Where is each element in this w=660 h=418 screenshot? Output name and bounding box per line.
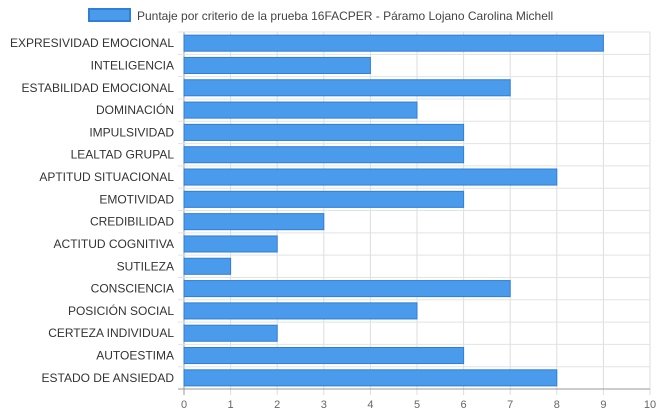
- category-label: CONSCIENCIA: [91, 282, 174, 296]
- x-tick-label: 2: [274, 399, 280, 411]
- bar[interactable]: [183, 346, 465, 365]
- legend-swatch[interactable]: [88, 8, 131, 22]
- x-tick-label: 8: [554, 399, 560, 411]
- category-label: LEALTAD GRUPAL: [71, 148, 175, 162]
- x-tick-label: 7: [507, 399, 513, 411]
- x-tick-label: 10: [644, 399, 656, 411]
- x-tick-label: 0: [181, 399, 187, 411]
- x-tick-label: 6: [461, 399, 467, 411]
- bar[interactable]: [183, 235, 278, 253]
- bars: [183, 34, 604, 387]
- bar[interactable]: [183, 79, 511, 97]
- bar[interactable]: [183, 123, 465, 141]
- category-label: ESTADO DE ANSIEDAD: [42, 371, 175, 385]
- bar[interactable]: [183, 324, 278, 342]
- bar[interactable]: [183, 190, 465, 208]
- category-label: APTITUD SITUACIONAL: [39, 170, 174, 184]
- category-label: POSICIÓN SOCIAL: [68, 303, 174, 318]
- category-labels: EXPRESIVIDAD EMOCIONAL INTELIGENCIA ESTABI…: [10, 36, 174, 385]
- x-tick-label: 9: [600, 399, 606, 411]
- category-label: INTELIGENCIA: [91, 58, 174, 72]
- category-label: CREDIBILIDAD: [90, 215, 174, 229]
- bar[interactable]: [183, 168, 558, 186]
- category-label: CERTEZA INDIVIDUAL: [48, 326, 174, 340]
- x-axis-ticks: 0 1 2 3 4 5 6 7 8 9 10: [181, 399, 656, 411]
- x-tick-label: 5: [414, 399, 420, 411]
- legend-label[interactable]: Puntaje por criterio de la prueba 16FACP…: [137, 9, 553, 23]
- bar[interactable]: [183, 34, 604, 52]
- bar[interactable]: [183, 280, 511, 298]
- bar[interactable]: [183, 302, 418, 320]
- bar[interactable]: [183, 146, 465, 164]
- bar[interactable]: [183, 369, 558, 387]
- category-label: AUTOESTIMA: [96, 349, 174, 363]
- x-tick-label: 3: [321, 399, 327, 411]
- x-tick-label: 4: [367, 399, 373, 411]
- bar[interactable]: [183, 56, 371, 75]
- category-label: SUTILEZA: [117, 259, 174, 273]
- bar[interactable]: [183, 213, 325, 231]
- category-label: ESTABILIDAD EMOCIONAL: [22, 81, 175, 95]
- category-label: DOMINACIÓN: [96, 102, 174, 117]
- x-tick-label: 1: [228, 399, 234, 411]
- bar[interactable]: [183, 101, 418, 119]
- category-label: EMOTIVIDAD: [99, 192, 174, 206]
- bar[interactable]: [183, 257, 232, 275]
- category-label: IMPULSIVIDAD: [89, 125, 174, 139]
- category-label: EXPRESIVIDAD EMOCIONAL: [10, 36, 174, 50]
- legend[interactable]: Puntaje por criterio de la prueba 16FACP…: [88, 8, 553, 23]
- category-label: ACTITUD COGNITIVA: [54, 237, 174, 251]
